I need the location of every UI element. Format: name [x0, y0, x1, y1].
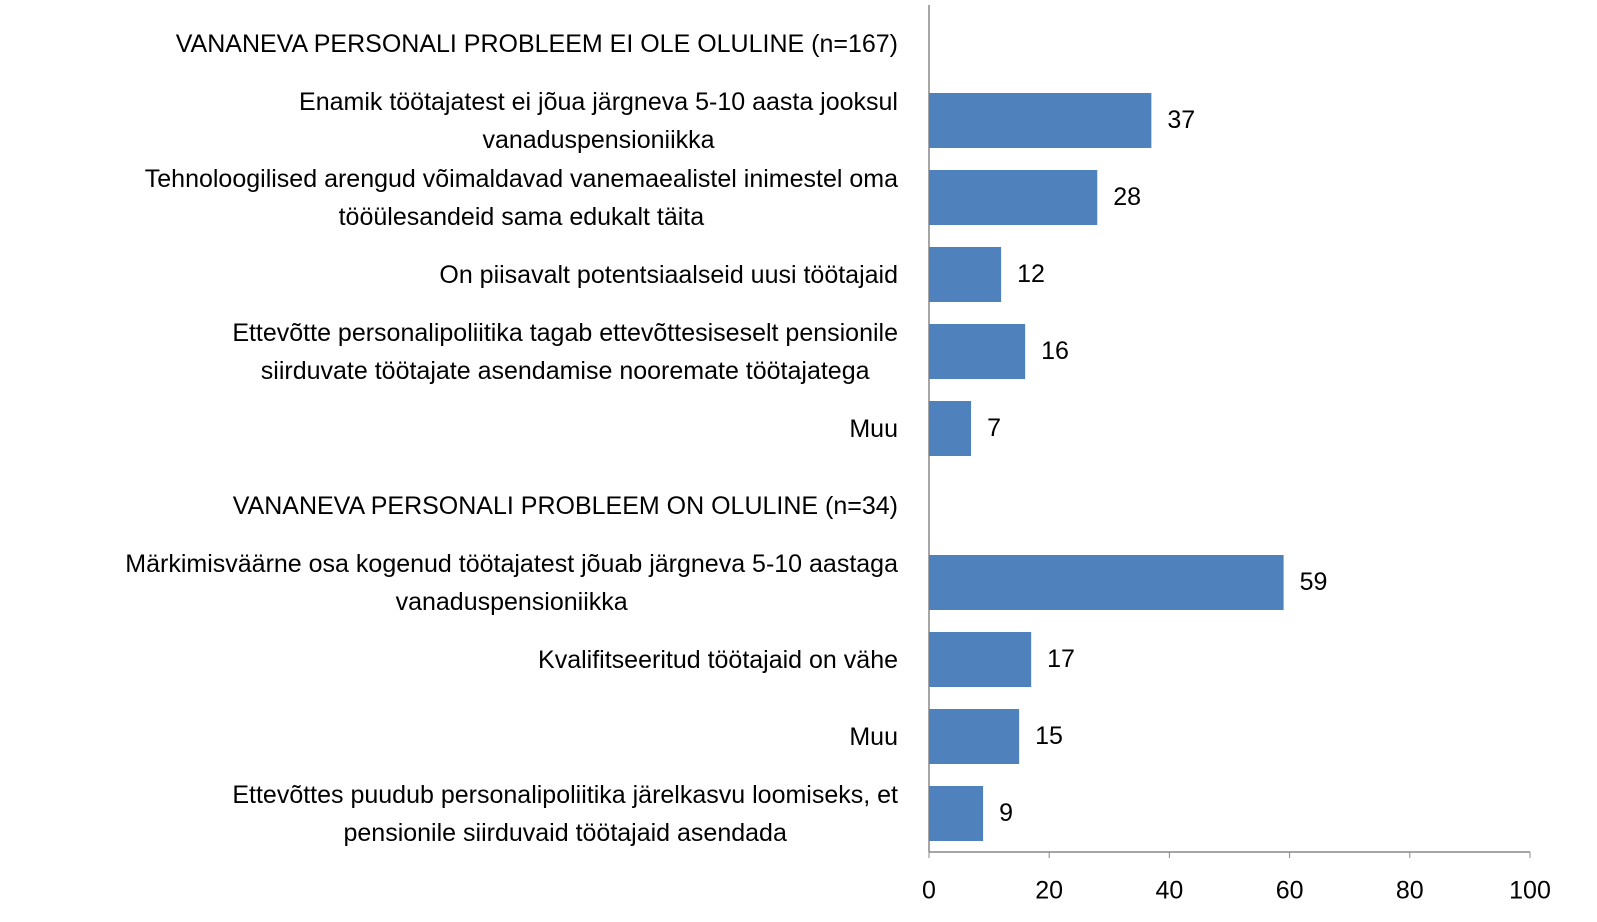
category-label: Muu	[849, 414, 898, 443]
x-tick-label: 40	[1155, 877, 1183, 905]
value-label: 17	[1047, 645, 1075, 673]
x-tick-label: 0	[922, 877, 936, 905]
bar	[929, 709, 1020, 764]
category-label: VANANEVA PERSONALI PROBLEEM ON OLULINE (…	[232, 491, 898, 520]
value-label: 7	[987, 414, 1001, 442]
bar	[929, 401, 972, 456]
x-tick-label: 80	[1396, 877, 1424, 905]
bar	[929, 555, 1284, 610]
value-label: 9	[999, 799, 1013, 827]
category-label: VANANEVA PERSONALI PROBLEEM EI OLE OLULI…	[175, 29, 898, 58]
category-label: Enamik töötajatest ei jõua järgneva 5-10…	[299, 87, 898, 154]
value-label: 59	[1300, 568, 1328, 596]
x-tick-label: 60	[1276, 877, 1304, 905]
category-label: Kvalifitseeritud töötajaid on vähe	[538, 645, 898, 674]
value-label: 28	[1113, 183, 1141, 211]
value-label: 37	[1167, 106, 1195, 134]
category-label: Tehnoloogilised arengud võimaldavad vane…	[144, 164, 898, 231]
category-label: Muu	[849, 722, 898, 751]
bar	[929, 786, 984, 841]
x-tick-label: 20	[1035, 877, 1063, 905]
value-label: 15	[1035, 722, 1063, 750]
bar	[929, 632, 1032, 687]
category-label: On piisavalt potentsiaalseid uusi töötaj…	[439, 260, 898, 289]
bar	[929, 247, 1002, 302]
bar	[929, 324, 1026, 379]
bar	[929, 93, 1152, 148]
bar	[929, 170, 1098, 225]
x-tick-label: 100	[1509, 877, 1551, 905]
category-label: Ettevõtte personalipoliitika tagab ettev…	[232, 318, 898, 385]
value-label: 12	[1017, 260, 1045, 288]
value-label: 16	[1041, 337, 1069, 365]
category-label: Ettevõttes puudub personalipoliitika jär…	[232, 780, 898, 847]
category-label: Märkimisväärne osa kogenud töötajatest j…	[125, 549, 898, 616]
